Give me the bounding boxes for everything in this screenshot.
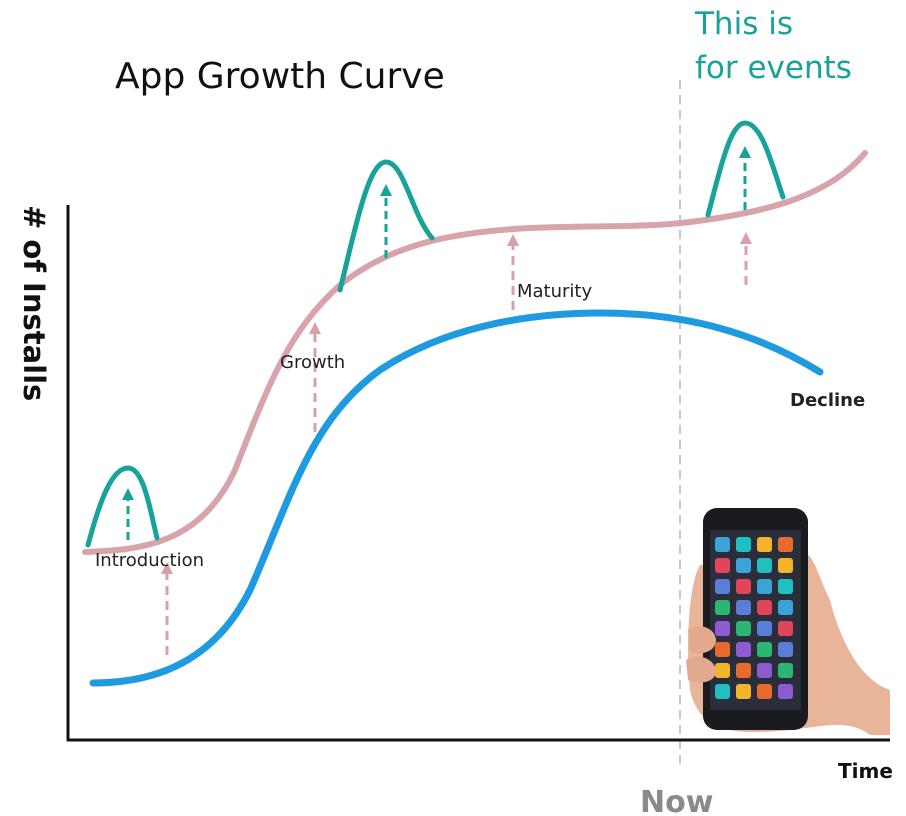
app-icon xyxy=(736,642,751,657)
event-bump xyxy=(705,120,786,218)
app-icon xyxy=(757,558,772,573)
app-icon xyxy=(715,642,730,657)
app-icon xyxy=(757,642,772,657)
app-icon xyxy=(778,684,793,699)
app-icon xyxy=(778,600,793,615)
app-icon xyxy=(778,537,793,552)
y-axis-label: # of Installs xyxy=(17,205,51,401)
app-icon xyxy=(736,579,751,594)
app-icon xyxy=(778,663,793,678)
now-label: Now xyxy=(640,785,713,816)
app-icon xyxy=(757,621,772,636)
app-icon xyxy=(736,537,751,552)
annotation-line: for events xyxy=(695,50,852,86)
event-curve xyxy=(82,150,868,555)
app-icon xyxy=(778,558,793,573)
app-icon xyxy=(736,684,751,699)
app-icon xyxy=(715,558,730,573)
app-icon xyxy=(715,684,730,699)
app-icon xyxy=(778,642,793,657)
app-icon xyxy=(736,663,751,678)
title: App Growth Curve xyxy=(115,56,445,97)
app-icon xyxy=(715,600,730,615)
app-icon xyxy=(757,684,772,699)
stage-label: Decline xyxy=(790,390,865,411)
app-icon xyxy=(778,579,793,594)
stage-label: Maturity xyxy=(517,281,592,302)
lifecycle-curve xyxy=(89,309,824,687)
app-icon xyxy=(715,579,730,594)
app-icon xyxy=(715,663,730,678)
stage-label: Growth xyxy=(280,352,345,373)
app-icon xyxy=(736,558,751,573)
event-bump xyxy=(85,465,160,548)
app-icon xyxy=(757,600,772,615)
app-icon xyxy=(757,663,772,678)
phone-illustration xyxy=(686,508,890,735)
app-icon xyxy=(757,579,772,594)
annotation-line: This is xyxy=(694,6,793,42)
app-icon xyxy=(778,621,793,636)
app-icon xyxy=(736,600,751,615)
app-icon xyxy=(715,621,730,636)
app-icon xyxy=(715,537,730,552)
event-bump xyxy=(337,159,435,293)
x-axis-label: Time xyxy=(838,759,893,783)
stage-label: Introduction xyxy=(95,550,204,571)
app-icon xyxy=(757,537,772,552)
app-icon xyxy=(736,621,751,636)
